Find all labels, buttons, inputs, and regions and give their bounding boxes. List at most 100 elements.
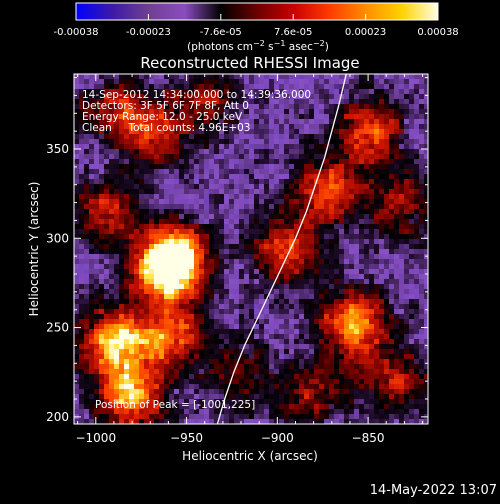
heatmap-cell — [294, 284, 300, 290]
heatmap-cell — [254, 159, 260, 165]
heatmap-cell — [349, 144, 355, 150]
heatmap-cell — [414, 304, 420, 310]
heatmap-cell — [199, 259, 205, 265]
heatmap-cell — [209, 234, 215, 240]
heatmap-cell — [414, 224, 420, 230]
heatmap-cell — [99, 144, 105, 150]
heatmap-cell — [119, 229, 125, 235]
heatmap-cell — [129, 204, 135, 210]
heatmap-cell — [229, 204, 235, 210]
heatmap-cell — [354, 374, 360, 380]
heatmap-cell — [179, 374, 185, 380]
heatmap-cell — [364, 234, 370, 240]
heatmap-cell — [359, 264, 365, 270]
heatmap-cell — [294, 279, 300, 285]
heatmap-cell — [364, 354, 370, 360]
heatmap-cell — [299, 244, 305, 250]
heatmap-cell — [104, 184, 110, 190]
heatmap-cell — [379, 299, 385, 305]
heatmap-cell — [129, 324, 135, 330]
heatmap-cell — [339, 309, 345, 315]
heatmap-cell — [169, 379, 175, 385]
heatmap-cell — [229, 349, 235, 355]
heatmap-cell — [384, 184, 390, 190]
heatmap-cell — [289, 279, 295, 285]
heatmap-cell — [419, 289, 425, 295]
heatmap-cell — [319, 234, 325, 240]
heatmap-cell — [264, 184, 270, 190]
heatmap-cell — [219, 244, 225, 250]
heatmap-cell — [369, 304, 375, 310]
heatmap-cell — [404, 154, 410, 160]
heatmap-cell — [314, 369, 320, 375]
heatmap-cell — [114, 274, 120, 280]
heatmap-cell — [94, 304, 100, 310]
heatmap-cell — [289, 139, 295, 145]
heatmap-cell — [164, 369, 170, 375]
heatmap-cell — [319, 144, 325, 150]
heatmap-cell — [334, 319, 340, 325]
heatmap-cell — [349, 159, 355, 165]
heatmap-cell — [389, 79, 395, 85]
heatmap-cell — [224, 199, 230, 205]
heatmap-cell — [384, 259, 390, 265]
heatmap-cell — [184, 234, 190, 240]
heatmap-cell — [104, 299, 110, 305]
heatmap-cell — [409, 134, 415, 140]
heatmap-cell — [314, 119, 320, 125]
heatmap-cell — [184, 299, 190, 305]
heatmap-cell — [224, 319, 230, 325]
heatmap-cell — [109, 309, 115, 315]
heatmap-cell — [164, 264, 170, 270]
heatmap-cell — [174, 354, 180, 360]
heatmap-cell — [134, 229, 140, 235]
heatmap-cell — [194, 209, 200, 215]
heatmap-cell — [304, 109, 310, 115]
heatmap-cell — [244, 189, 250, 195]
heatmap-cell — [94, 379, 100, 385]
heatmap-cell — [89, 409, 95, 415]
heatmap-cell — [154, 344, 160, 350]
heatmap-cell — [309, 179, 315, 185]
heatmap-cell — [304, 229, 310, 235]
heatmap-cell — [279, 364, 285, 370]
heatmap-cell — [384, 219, 390, 225]
heatmap-cell — [229, 139, 235, 145]
heatmap-cell — [304, 399, 310, 405]
heatmap-cell — [304, 259, 310, 265]
heatmap-cell — [384, 209, 390, 215]
heatmap-cell — [174, 324, 180, 330]
heatmap-cell — [279, 254, 285, 260]
heatmap-cell — [174, 299, 180, 305]
heatmap-cell — [259, 74, 265, 80]
heatmap-cell — [414, 184, 420, 190]
heatmap-cell — [204, 149, 210, 155]
heatmap-cell — [94, 364, 100, 370]
heatmap-cell — [79, 259, 85, 265]
heatmap-cell — [389, 249, 395, 255]
heatmap-cell — [394, 389, 400, 395]
heatmap-cell — [299, 294, 305, 300]
heatmap-cell — [279, 289, 285, 295]
heatmap-cell — [229, 234, 235, 240]
heatmap-cell — [329, 239, 335, 245]
heatmap-cell — [354, 379, 360, 385]
heatmap-cell — [149, 389, 155, 395]
heatmap-cell — [304, 249, 310, 255]
heatmap-cell — [314, 234, 320, 240]
heatmap-cell — [139, 79, 145, 85]
heatmap-cell — [194, 364, 200, 370]
heatmap-cell — [279, 104, 285, 110]
heatmap-cell — [129, 259, 135, 265]
heatmap-cell — [219, 139, 225, 145]
heatmap-cell — [84, 379, 90, 385]
heatmap-cell — [354, 284, 360, 290]
heatmap-cell — [419, 194, 425, 200]
heatmap-cell — [194, 234, 200, 240]
heatmap-cell — [264, 349, 270, 355]
heatmap-cell — [229, 184, 235, 190]
heatmap-cell — [144, 269, 150, 275]
heatmap-cell — [104, 229, 110, 235]
heatmap-cell — [324, 199, 330, 205]
heatmap-cell — [409, 189, 415, 195]
